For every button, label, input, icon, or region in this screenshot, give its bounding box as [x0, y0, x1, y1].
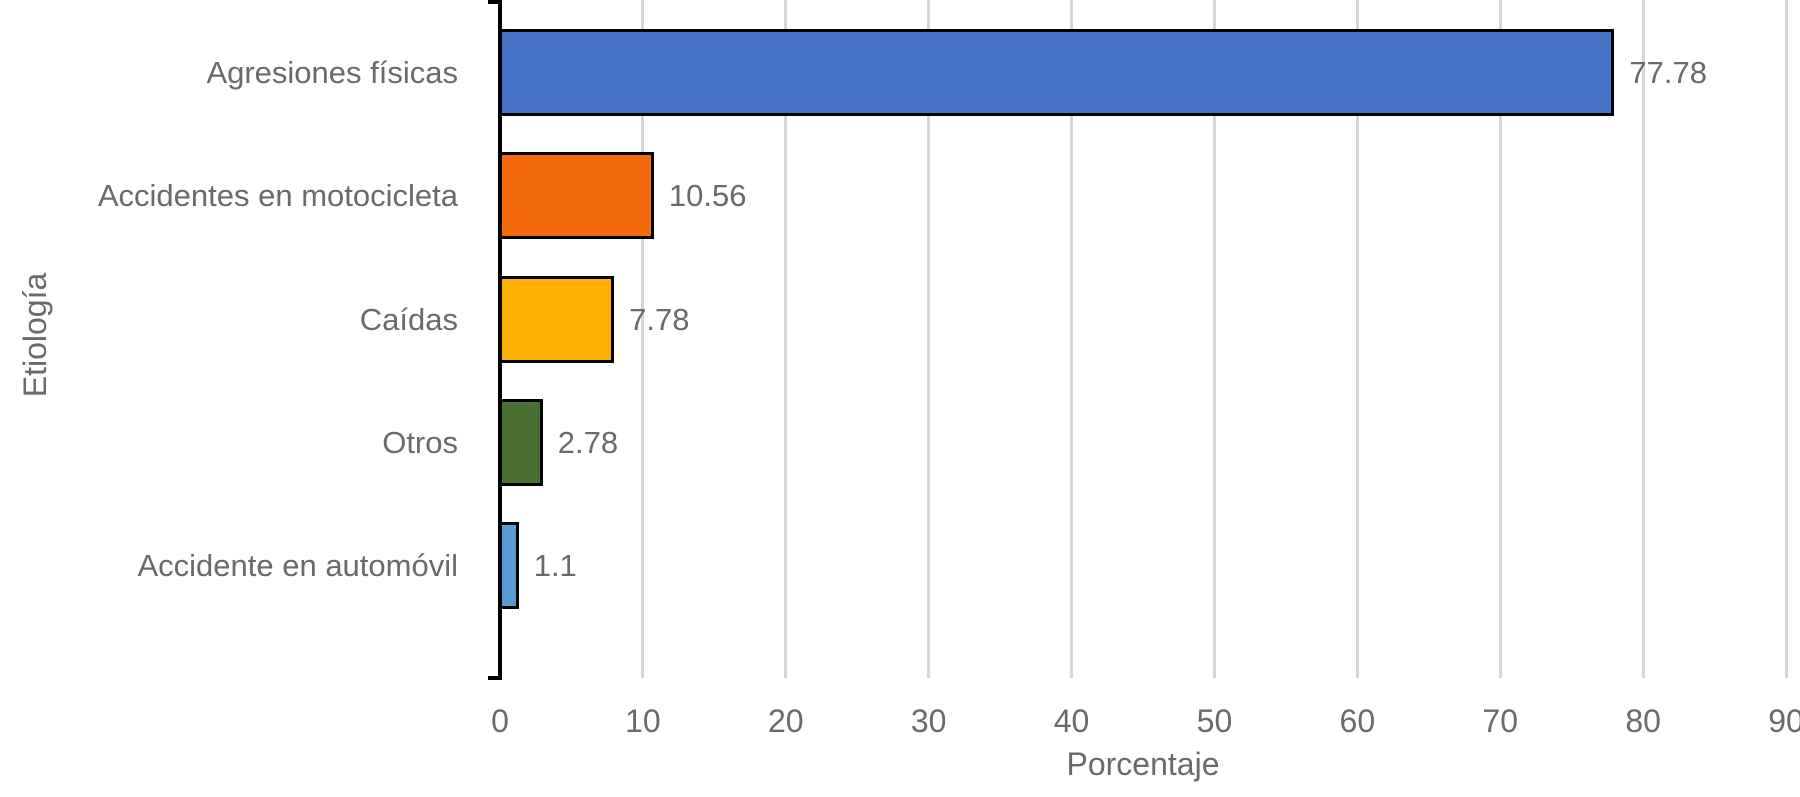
gridline	[641, 0, 645, 678]
bar	[499, 29, 1615, 116]
x-tick-label: 30	[910, 703, 947, 739]
value-label: 1.1	[533, 548, 577, 583]
category-label: Accidentes en motocicleta	[97, 178, 458, 214]
gridline	[927, 0, 931, 678]
x-axis-title: Porcentaje	[1066, 746, 1220, 782]
x-tick-label: 20	[767, 703, 804, 739]
gridline	[1070, 0, 1074, 678]
gridline	[1355, 0, 1359, 678]
gridline	[1498, 0, 1502, 678]
value-label: 77.78	[1629, 55, 1707, 90]
bar	[499, 152, 654, 240]
category-label: Caídas	[359, 301, 458, 337]
x-tick-label: 10	[625, 703, 661, 739]
category-label: Otros	[382, 424, 458, 460]
gridline	[1784, 0, 1788, 678]
bar	[499, 522, 519, 609]
y-axis-tick-bottom	[488, 676, 501, 680]
x-tick-label: 0	[491, 703, 509, 739]
x-tick-label: 70	[1482, 703, 1519, 739]
x-tick-label: 50	[1196, 703, 1233, 739]
bar	[499, 275, 615, 363]
category-label: Accidente en automóvil	[137, 548, 458, 583]
gridline	[1212, 0, 1216, 678]
x-tick-label: 80	[1625, 703, 1661, 739]
value-label: 10.56	[668, 178, 747, 214]
category-label: Agresiones físicas	[206, 55, 458, 90]
x-tick-label: 60	[1339, 703, 1376, 739]
value-label: 2.78	[557, 424, 619, 460]
gridline	[1641, 0, 1645, 678]
gridline	[784, 0, 788, 678]
x-tick-label: 90	[1768, 703, 1800, 739]
y-axis-tick-top	[488, 0, 501, 4]
bar	[499, 398, 543, 486]
y-axis-title: Etiología	[17, 272, 53, 398]
value-label: 7.78	[629, 301, 690, 337]
x-tick-label: 40	[1053, 703, 1090, 739]
